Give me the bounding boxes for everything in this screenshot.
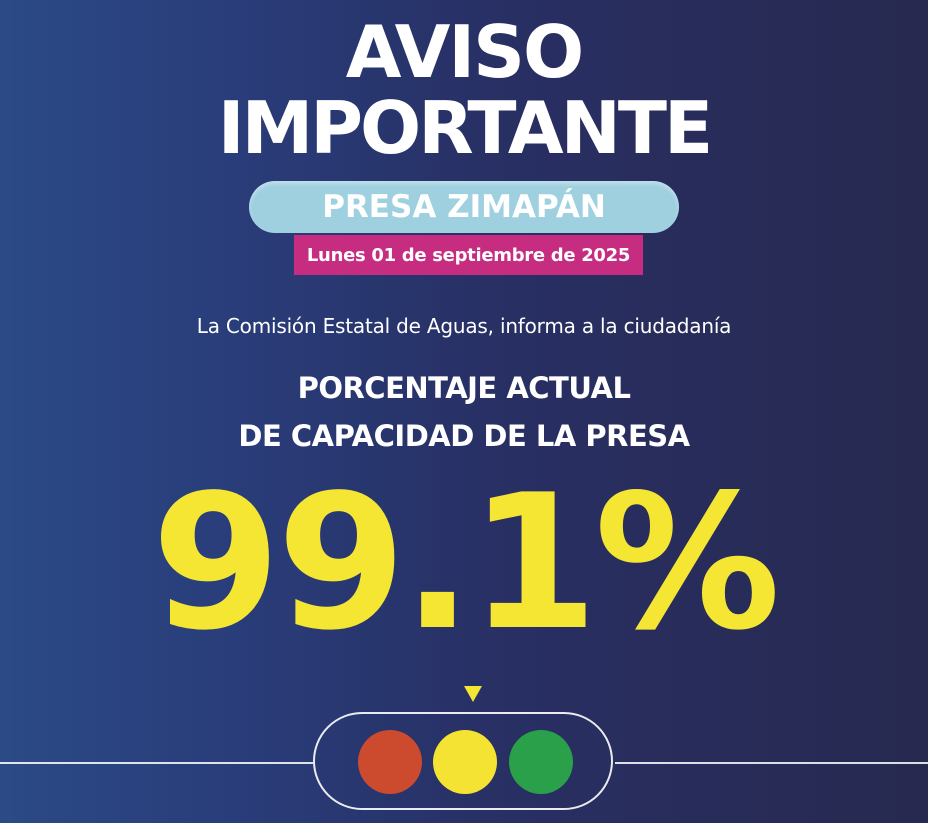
title-aviso: AVISO [345, 10, 584, 94]
indicator-triangle-icon [464, 686, 482, 702]
divider-right [615, 762, 928, 764]
location-name: PRESA ZIMAPÁN [322, 189, 606, 225]
capacity-percentage: 99.1% [151, 454, 780, 671]
title-importante: IMPORTANTE [217, 86, 713, 170]
traffic-light-green [509, 730, 573, 794]
traffic-light-yellow [433, 730, 497, 794]
date-badge: Lunes 01 de septiembre de 2025 [294, 235, 643, 275]
info-text: La Comisión Estatal de Aguas, informa a … [196, 314, 732, 338]
traffic-light-red [358, 730, 422, 794]
capacity-label-line1: PORCENTAJE ACTUAL [297, 371, 631, 405]
traffic-light-frame [313, 712, 613, 810]
date-label: Lunes 01 de septiembre de 2025 [306, 244, 631, 266]
capacity-label-line2: DE CAPACIDAD DE LA PRESA [238, 419, 690, 453]
location-pill: PRESA ZIMAPÁN [249, 181, 679, 233]
divider-left [0, 762, 313, 764]
